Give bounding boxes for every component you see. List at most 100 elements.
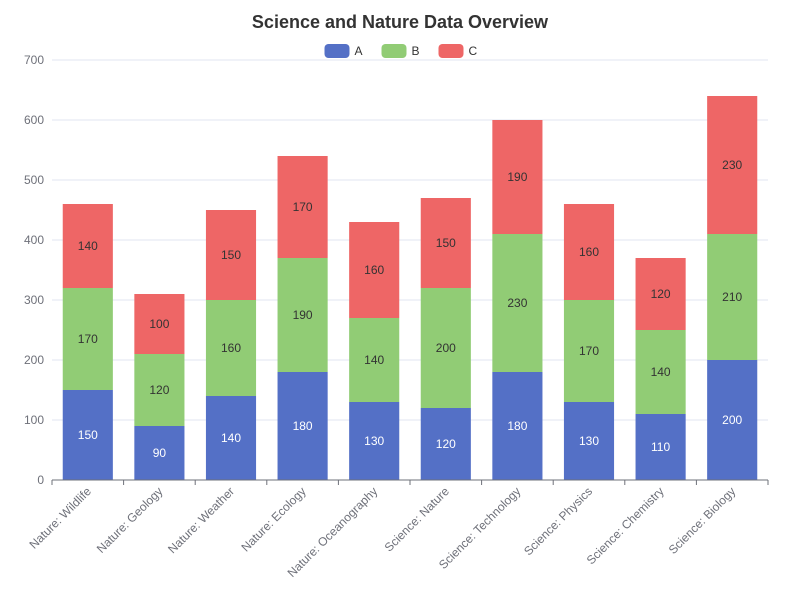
bar-segment-c[interactable] (563, 204, 615, 300)
y-tick-label: 400 (24, 233, 44, 247)
legend-label: A (355, 44, 363, 58)
bar-stack: 180 230 190 (492, 120, 543, 480)
bar-segment-a[interactable] (134, 426, 185, 480)
bar-segment-a[interactable] (635, 414, 686, 480)
bar-value-label: 150 (436, 236, 456, 250)
legend-item-b[interactable]: B (381, 44, 420, 58)
bar-value-label: 130 (364, 434, 384, 448)
x-tick-label: Nature: Wildlife (26, 484, 94, 552)
bar-segment-a[interactable] (420, 408, 471, 480)
bar-value-label: 160 (364, 263, 384, 277)
bar-segment-b[interactable] (707, 234, 758, 360)
bar-value-label: 140 (651, 365, 671, 379)
bar-segment-b[interactable] (62, 288, 113, 390)
bar-value-label: 160 (221, 341, 241, 355)
bar-segment-a[interactable] (205, 396, 257, 480)
legend-item-c[interactable]: C (438, 44, 478, 58)
legend-swatch (324, 44, 350, 58)
bar-segment-b[interactable] (205, 300, 257, 396)
y-tick-label: 600 (24, 113, 44, 127)
bar-value-label: 230 (722, 158, 742, 172)
y-tick-label: 700 (24, 53, 44, 67)
bar-value-label: 130 (579, 434, 599, 448)
bar-stack: 90 120 100 (134, 294, 185, 480)
bar-segment-b[interactable] (349, 318, 400, 402)
bar-segment-a[interactable] (707, 360, 758, 480)
bar-value-label: 120 (436, 437, 456, 451)
x-tick-label: Science: Biology (666, 484, 739, 557)
bar-value-label: 110 (651, 440, 670, 454)
bar-segment-c[interactable] (492, 120, 543, 234)
bar-value-label: 180 (293, 419, 313, 433)
bar-value-label: 210 (722, 290, 742, 304)
y-tick-label: 100 (24, 413, 44, 427)
bar-segment-a[interactable] (62, 390, 113, 480)
bar-value-label: 170 (78, 332, 98, 346)
x-tick-label: Science: Nature (382, 484, 453, 555)
bar-segment-b[interactable] (563, 300, 615, 402)
y-tick-label: 300 (24, 293, 44, 307)
bar-value-label: 100 (149, 317, 169, 331)
legend-item-a[interactable]: A (324, 44, 363, 58)
bar-segment-b[interactable] (635, 330, 686, 414)
legend-swatch (438, 44, 464, 58)
bar-value-label: 230 (507, 296, 527, 310)
bar-value-label: 170 (293, 200, 313, 214)
bar-value-label: 140 (364, 353, 384, 367)
bars: 150 170 140 90 120 100 140 160 150 180 190 170 130 14… (62, 96, 758, 480)
y-axis: 0 100 200 300 400 500 600 700 (24, 53, 44, 487)
bar-stack: 150 170 140 (62, 204, 113, 480)
y-tick-label: 200 (24, 353, 44, 367)
legend-label: C (469, 44, 478, 58)
legend-label: B (412, 44, 420, 58)
bar-segment-b[interactable] (134, 354, 185, 426)
bar-stack: 120 200 150 (420, 198, 471, 480)
bar-value-label: 140 (221, 431, 241, 445)
bar-value-label: 150 (221, 248, 241, 262)
bar-value-label: 120 (149, 383, 169, 397)
bar-value-label: 190 (293, 308, 313, 322)
bar-segment-a[interactable] (277, 372, 328, 480)
legend: A B C (324, 44, 478, 58)
bar-segment-a[interactable] (563, 402, 615, 480)
bar-segment-c[interactable] (62, 204, 113, 288)
bar-segment-c[interactable] (134, 294, 185, 354)
bar-segment-c[interactable] (205, 210, 257, 300)
bar-segment-a[interactable] (349, 402, 400, 480)
bar-segment-c[interactable] (420, 198, 471, 288)
x-tick-label: Science: Technology (436, 484, 524, 572)
y-tick-label: 0 (37, 473, 44, 487)
bar-value-label: 200 (722, 413, 742, 427)
bar-stack: 130 140 160 (349, 222, 400, 480)
bar-stack: 180 190 170 (277, 156, 328, 480)
bar-stack: 130 170 160 (563, 204, 615, 480)
bar-segment-c[interactable] (349, 222, 400, 318)
chart-title: Science and Nature Data Overview (252, 12, 549, 32)
x-tick-label: Science: Chemistry (584, 484, 667, 567)
bar-value-label: 90 (153, 446, 167, 460)
y-tick-label: 500 (24, 173, 44, 187)
bar-segment-c[interactable] (277, 156, 328, 258)
bar-segment-b[interactable] (277, 258, 328, 372)
x-tick-label: Science: Physics (521, 484, 595, 558)
bar-stack: 140 160 150 (205, 210, 257, 480)
bar-value-label: 150 (78, 428, 98, 442)
x-tick-label: Nature: Geology (94, 484, 166, 556)
bar-stack: 200 210 230 (707, 96, 758, 480)
bar-value-label: 170 (579, 344, 599, 358)
x-tick-label: Nature: Weather (165, 484, 237, 556)
bar-value-label: 190 (507, 170, 527, 184)
bar-value-label: 180 (507, 419, 527, 433)
bar-value-label: 120 (651, 287, 671, 301)
bar-segment-b[interactable] (492, 234, 543, 372)
x-tick-label: Nature: Ecology (238, 484, 308, 554)
bar-segment-c[interactable] (707, 96, 758, 234)
x-axis: Nature: Wildlife Nature: Geology Nature: W… (26, 479, 769, 580)
bar-stack: 110 140 120 (635, 258, 686, 480)
bar-value-label: 140 (78, 239, 98, 253)
bar-segment-b[interactable] (420, 288, 471, 408)
bar-value-label: 160 (579, 245, 599, 259)
bar-segment-c[interactable] (635, 258, 686, 330)
bar-segment-a[interactable] (492, 372, 543, 480)
